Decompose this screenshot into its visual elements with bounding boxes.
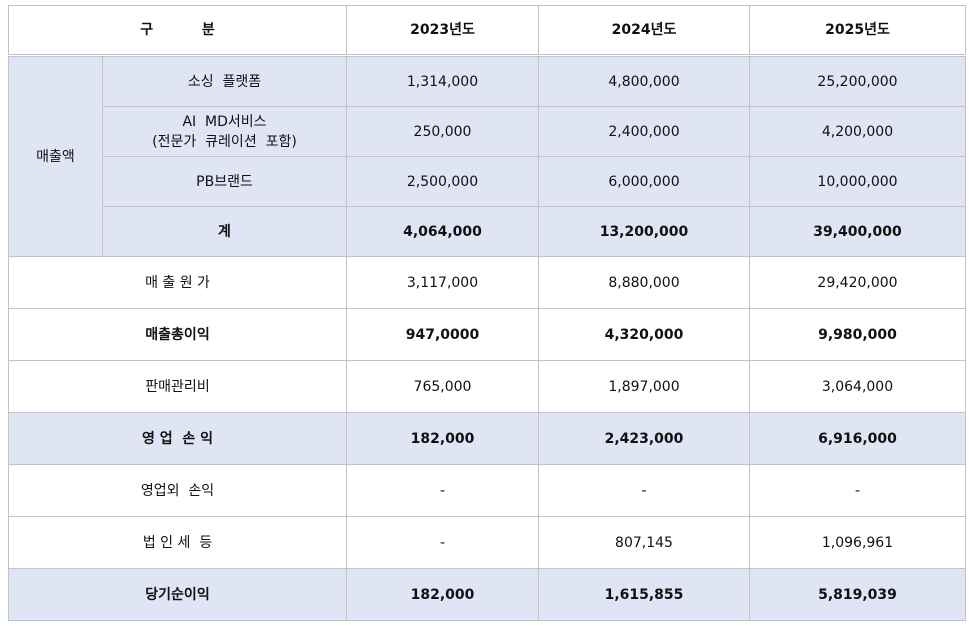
table-row: 판매관리비 765,000 1,897,000 3,064,000 — [8, 360, 966, 413]
cell: 5,819,039 — [749, 568, 966, 621]
row-label: 판매관리비 — [8, 360, 347, 413]
row-label: 소싱 플랫폼 — [102, 55, 347, 107]
row-label-sub: (전문가 큐레이션 포함) — [152, 133, 297, 150]
cell: - — [346, 464, 539, 517]
table-row: 매출총이익 947,0000 4,320,000 9,980,000 — [8, 308, 966, 361]
cell: 6,000,000 — [538, 156, 750, 207]
cell: 1,096,961 — [749, 516, 966, 569]
cell: 13,200,000 — [538, 206, 750, 257]
cell: 4,320,000 — [538, 308, 750, 361]
table-row: AI MD서비스 (전문가 큐레이션 포함) 250,000 2,400,000 … — [9, 106, 966, 157]
cell: 25,200,000 — [749, 55, 966, 107]
cell: 3,064,000 — [749, 360, 966, 413]
cell: 4,200,000 — [749, 106, 966, 157]
row-label: 계 — [102, 206, 347, 257]
table-row: 매 출 원 가 3,117,000 8,880,000 29,420,000 — [8, 256, 966, 309]
cell: 4,064,000 — [346, 206, 539, 257]
header-year-2025: 2025년도 — [749, 5, 966, 57]
table-row: 영 업 손 익 182,000 2,423,000 6,916,000 — [8, 412, 966, 465]
cell: 4,800,000 — [538, 55, 750, 107]
cell: 947,0000 — [346, 308, 539, 361]
row-label-main: AI MD서비스 — [182, 113, 267, 130]
revenue-group-label: 매출액 — [8, 55, 103, 257]
cell: 6,916,000 — [749, 412, 966, 465]
cell: 2,500,000 — [346, 156, 539, 207]
table-row: 당기순이익 182,000 1,615,855 5,819,039 — [8, 568, 966, 621]
cell: 1,314,000 — [346, 55, 539, 107]
cell: 29,420,000 — [749, 256, 966, 309]
cell: 8,880,000 — [538, 256, 750, 309]
row-label: 법 인 세 등 — [8, 516, 347, 569]
row-label: PB브랜드 — [102, 156, 347, 207]
row-label: 영 업 손 익 — [8, 412, 347, 465]
cell: 807,145 — [538, 516, 750, 569]
cell: 765,000 — [346, 360, 539, 413]
row-label: 당기순이익 — [8, 568, 347, 621]
header-year-2023: 2023년도 — [346, 5, 539, 57]
cell: 2,423,000 — [538, 412, 750, 465]
table-row: PB브랜드 2,500,000 6,000,000 10,000,000 — [9, 156, 966, 207]
cell: - — [346, 516, 539, 569]
table-row: 법 인 세 등 - 807,145 1,096,961 — [8, 516, 966, 569]
row-label: AI MD서비스 (전문가 큐레이션 포함) — [102, 106, 347, 157]
table-row: 영업외 손익 - - - — [8, 464, 966, 517]
cell: - — [538, 464, 750, 517]
cell: 1,897,000 — [538, 360, 750, 413]
cell: 9,980,000 — [749, 308, 966, 361]
row-label: 영업외 손익 — [8, 464, 347, 517]
header-year-2024: 2024년도 — [538, 5, 750, 57]
header-category: 구 분 — [8, 5, 347, 57]
cell: 182,000 — [346, 412, 539, 465]
cell: 1,615,855 — [538, 568, 750, 621]
cell: 2,400,000 — [538, 106, 750, 157]
header-row: 구 분 2023년도 2024년도 2025년도 — [8, 5, 966, 57]
row-label: 매 출 원 가 — [8, 256, 347, 309]
cell: 10,000,000 — [749, 156, 966, 207]
cell: - — [749, 464, 966, 517]
table-row-total: 계 4,064,000 13,200,000 39,400,000 — [9, 206, 966, 257]
cell: 182,000 — [346, 568, 539, 621]
cell: 3,117,000 — [346, 256, 539, 309]
financial-projection-table: 구 분 2023년도 2024년도 2025년도 매출액 소싱 플랫폼 1,31… — [8, 5, 966, 621]
table-row: 매출액 소싱 플랫폼 1,314,000 4,800,000 25,200,00… — [8, 55, 966, 257]
cell: 39,400,000 — [749, 206, 966, 257]
row-label: 매출총이익 — [8, 308, 347, 361]
cell: 250,000 — [346, 106, 539, 157]
